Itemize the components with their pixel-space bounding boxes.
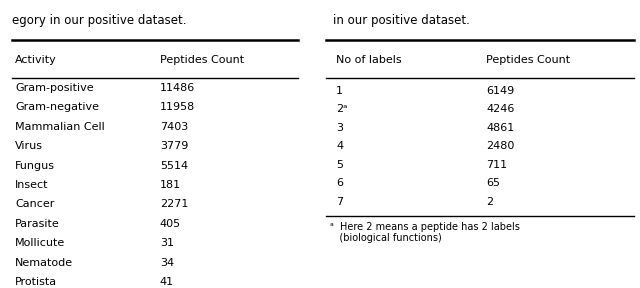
Text: 1: 1 bbox=[336, 86, 343, 96]
Text: 3: 3 bbox=[336, 123, 343, 133]
Text: 3779: 3779 bbox=[160, 141, 188, 151]
Text: 2ᵃ: 2ᵃ bbox=[336, 104, 348, 114]
Text: 5514: 5514 bbox=[160, 161, 188, 170]
Text: 6: 6 bbox=[336, 178, 343, 188]
Text: Mollicute: Mollicute bbox=[15, 238, 66, 248]
Text: 5: 5 bbox=[336, 160, 343, 170]
Text: Gram-positive: Gram-positive bbox=[15, 83, 94, 93]
Text: 65: 65 bbox=[486, 178, 500, 188]
Text: 2480: 2480 bbox=[486, 141, 515, 151]
Text: in our positive dataset.: in our positive dataset. bbox=[333, 14, 470, 27]
Text: 7: 7 bbox=[336, 197, 343, 206]
Text: Mammalian Cell: Mammalian Cell bbox=[15, 122, 105, 132]
Text: egory in our positive dataset.: egory in our positive dataset. bbox=[12, 14, 187, 27]
Text: Peptides Count: Peptides Count bbox=[160, 56, 244, 65]
Text: Peptides Count: Peptides Count bbox=[486, 56, 570, 65]
Text: Virus: Virus bbox=[15, 141, 44, 151]
Text: Fungus: Fungus bbox=[15, 161, 56, 170]
Text: 4246: 4246 bbox=[486, 104, 515, 114]
Text: 2: 2 bbox=[486, 197, 493, 206]
Text: 11958: 11958 bbox=[160, 102, 195, 112]
Text: 6149: 6149 bbox=[486, 86, 515, 96]
Text: Activity: Activity bbox=[15, 56, 57, 65]
Text: 41: 41 bbox=[160, 277, 174, 287]
Text: Protista: Protista bbox=[15, 277, 58, 287]
Text: Insect: Insect bbox=[15, 180, 49, 190]
Text: 11486: 11486 bbox=[160, 83, 195, 93]
Text: 405: 405 bbox=[160, 219, 181, 229]
Text: 4861: 4861 bbox=[486, 123, 515, 133]
Text: Parasite: Parasite bbox=[15, 219, 60, 229]
Text: No of labels: No of labels bbox=[336, 56, 402, 65]
Text: 2271: 2271 bbox=[160, 200, 188, 209]
Text: ᵃ  Here 2 means a peptide has 2 labels
   (biological functions): ᵃ Here 2 means a peptide has 2 labels (b… bbox=[330, 222, 520, 243]
Text: 34: 34 bbox=[160, 258, 174, 268]
Text: Cancer: Cancer bbox=[15, 200, 55, 209]
Text: Gram-negative: Gram-negative bbox=[15, 102, 99, 112]
Text: 31: 31 bbox=[160, 238, 173, 248]
Text: 711: 711 bbox=[486, 160, 508, 170]
Text: 181: 181 bbox=[160, 180, 181, 190]
Text: 7403: 7403 bbox=[160, 122, 188, 132]
Text: Nematode: Nematode bbox=[15, 258, 74, 268]
Text: 4: 4 bbox=[336, 141, 343, 151]
